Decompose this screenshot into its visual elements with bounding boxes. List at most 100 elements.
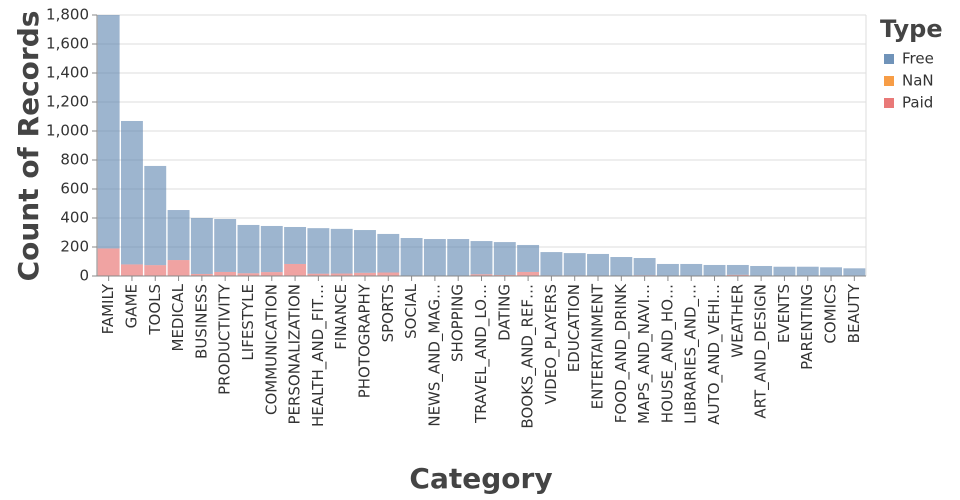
bar-segment <box>493 274 516 276</box>
x-tick-label: PRODUCTIVITY <box>216 283 234 395</box>
bar-segment <box>377 233 400 273</box>
bar-segment <box>190 273 213 276</box>
y-tick-label: 600 <box>60 180 89 198</box>
x-tick-label: BEAUTY <box>845 283 863 343</box>
x-tick-label: ENTERTAINMENT <box>589 283 607 409</box>
x-tick-label: BOOKS_AND_REF… <box>519 284 538 429</box>
legend-swatch <box>884 76 894 86</box>
x-tick-label: MEDICAL <box>169 283 187 351</box>
bar-segment <box>493 242 516 275</box>
bar-segment <box>470 241 493 275</box>
legend-swatch <box>884 98 894 108</box>
y-tick-label: 1,200 <box>46 93 89 111</box>
bar-segment <box>517 244 540 272</box>
bar-segment <box>680 263 703 276</box>
bar-segment <box>796 266 819 276</box>
bar-segment <box>330 228 353 274</box>
x-tick-label: HOUSE_AND_HO… <box>658 284 677 423</box>
y-tick-label: 1,600 <box>46 35 89 53</box>
legend-title: Type <box>880 15 943 43</box>
x-tick-label: AUTO_AND_VEHI… <box>705 284 724 425</box>
x-tick-label: FAMILY <box>99 283 117 334</box>
bar-segment <box>121 120 143 265</box>
x-tick-label: FINANCE <box>332 284 350 350</box>
bar-segment <box>820 267 842 276</box>
bar-segment <box>750 265 773 276</box>
x-tick-label: BUSINESS <box>192 284 210 359</box>
bar-segment <box>843 268 866 276</box>
bar-segment <box>563 253 586 276</box>
bar-segment <box>423 239 446 276</box>
x-tick-label: GAME <box>122 284 140 328</box>
bar-segment <box>214 271 237 276</box>
bar-segment <box>167 260 190 276</box>
bar-segment <box>307 228 330 274</box>
bar-segment <box>214 219 237 272</box>
x-tick-label: VIDEO_PLAYERS <box>542 284 561 404</box>
bar-segment <box>540 252 563 276</box>
legend-label: Paid <box>902 94 933 112</box>
bar-segment <box>260 272 283 276</box>
bar-segment <box>307 273 330 276</box>
x-tick-label: EDUCATION <box>565 284 583 372</box>
y-tick-label: 0 <box>79 267 89 285</box>
bar-segment <box>237 224 260 274</box>
bar-segment <box>610 257 633 276</box>
x-tick-label: PERSONALIZATION <box>286 284 304 425</box>
legend-label: Free <box>902 50 934 68</box>
bar-segment <box>517 271 540 276</box>
x-tick-label: LIFESTYLE <box>239 284 257 361</box>
bar-segment <box>144 265 167 276</box>
bar-segment <box>400 238 423 276</box>
bar-segment <box>121 264 143 276</box>
x-tick-label: TRAVEL_AND_LO… <box>472 284 491 424</box>
x-tick-label: WEATHER <box>728 284 746 358</box>
bar-segment <box>330 273 353 276</box>
bar-segment <box>726 264 749 275</box>
bar-segment <box>633 258 656 276</box>
x-tick-label: HEALTH_AND_FIT… <box>309 284 328 427</box>
bar-segment <box>97 248 120 276</box>
legend-swatch <box>884 54 894 64</box>
x-tick-label: COMICS <box>822 284 840 344</box>
bar-segment <box>377 272 400 276</box>
bar-segment <box>354 230 376 273</box>
x-tick-label: PARENTING <box>798 284 816 370</box>
x-tick-label: SOCIAL <box>402 283 420 338</box>
bar-segment <box>260 225 283 273</box>
y-tick-label: 1,800 <box>46 6 89 24</box>
x-tick-label: EVENTS <box>775 284 793 343</box>
bar-segment <box>726 274 749 276</box>
y-tick-label: 1,400 <box>46 64 89 82</box>
x-tick-label: SPORTS <box>379 284 397 342</box>
bar-segment <box>190 218 213 274</box>
bar-segment <box>237 273 260 276</box>
bar-segment <box>284 263 307 276</box>
bar-segment <box>447 239 470 276</box>
bar-segment <box>656 263 679 276</box>
x-tick-label: PHOTOGRAPHY <box>355 283 373 398</box>
bar-segment <box>284 226 307 264</box>
bar-segment <box>470 274 493 276</box>
x-tick-label: SHOPPING <box>449 284 467 362</box>
bar-segment <box>97 15 120 249</box>
bar-segment <box>354 272 376 276</box>
x-tick-label: NEWS_AND_MAG… <box>425 284 444 427</box>
x-tick-label: ART_AND_DESIGN <box>752 284 771 419</box>
x-axis-title: Category <box>409 462 552 495</box>
bar-segment <box>773 266 796 276</box>
y-tick-label: 1,000 <box>46 122 89 140</box>
x-tick-label: TOOLS <box>146 284 164 336</box>
x-tick-label: COMMUNICATION <box>262 284 280 415</box>
bar-segment <box>587 253 609 276</box>
bar-segment <box>167 210 190 261</box>
y-axis-title: Count of Records <box>12 11 45 282</box>
x-tick-label: MAPS_AND_NAVI… <box>635 284 654 424</box>
bar-segment <box>703 264 726 276</box>
bar-segment <box>144 165 167 266</box>
y-tick-label: 200 <box>60 238 89 256</box>
x-tick-label: DATING <box>495 284 513 341</box>
x-tick-label: LIBRARIES_AND_… <box>682 284 701 424</box>
y-tick-label: 400 <box>60 209 89 227</box>
